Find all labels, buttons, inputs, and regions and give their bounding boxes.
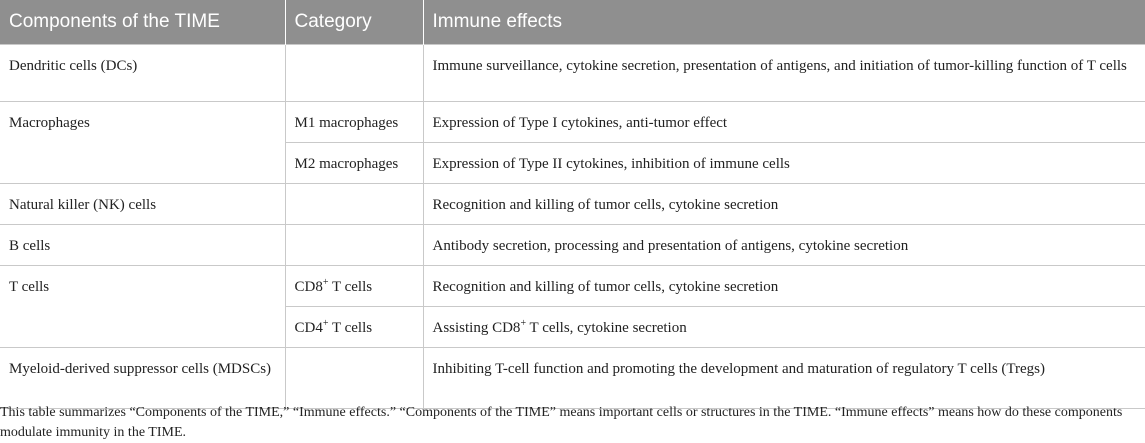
effect-cell: Immune surveillance, cytokine secretion,… bbox=[422, 44, 1145, 102]
component-cell: Macrophages bbox=[0, 101, 286, 184]
cd4-label-suffix: T cells bbox=[328, 320, 373, 336]
superscript-plus: + bbox=[322, 318, 329, 329]
category-cell: CD8+ T cells bbox=[284, 265, 424, 307]
category-cell: M2 macrophages bbox=[285, 142, 424, 184]
table-row: Dendritic cells (DCs) Immune surveillanc… bbox=[0, 44, 1145, 102]
category-cell bbox=[284, 224, 424, 266]
category-cell bbox=[284, 183, 424, 225]
effect-cell: Expression of Type II cytokines, inhibit… bbox=[422, 142, 1145, 184]
header-immune-effects: Immune effects bbox=[422, 0, 1145, 45]
category-cell: M1 macrophages bbox=[284, 101, 424, 143]
header-category: Category bbox=[284, 0, 423, 45]
effect-cell: Recognition and killing of tumor cells, … bbox=[422, 265, 1145, 307]
superscript-plus: + bbox=[520, 318, 527, 329]
category-cell bbox=[284, 347, 424, 409]
effect-cell: Antibody secretion, processing and prese… bbox=[422, 224, 1145, 266]
component-cell: T cells bbox=[0, 265, 286, 348]
component-cell: B cells bbox=[0, 224, 286, 266]
effect-prefix: Assisting CD8 bbox=[432, 320, 521, 336]
header-components: Components of the TIME bbox=[0, 0, 285, 45]
table-row: Myeloid-derived suppressor cells (MDSCs)… bbox=[0, 347, 1145, 409]
table-row: Macrophages M1 macrophages Expression of… bbox=[0, 101, 1145, 184]
component-cell: Natural killer (NK) cells bbox=[0, 183, 286, 225]
immune-components-table: Components of the TIME Category Immune e… bbox=[0, 0, 1145, 409]
category-cell: CD4+ T cells bbox=[285, 306, 424, 348]
table-row: T cells CD8+ T cells Recognition and kil… bbox=[0, 265, 1145, 348]
cd8-label: CD8 bbox=[294, 279, 323, 295]
cd4-label: CD4 bbox=[294, 320, 323, 336]
component-cell: Dendritic cells (DCs) bbox=[0, 44, 286, 102]
effect-cell: Recognition and killing of tumor cells, … bbox=[422, 183, 1145, 225]
table-header-row: Components of the TIME Category Immune e… bbox=[0, 0, 1145, 45]
effect-cell: Assisting CD8+ T cells, cytokine secreti… bbox=[422, 306, 1145, 348]
effect-cell: Inhibiting T-cell function and promoting… bbox=[422, 347, 1145, 409]
cd8-label-suffix: T cells bbox=[328, 279, 373, 295]
table-caption: This table summarizes “Components of the… bbox=[0, 405, 1123, 440]
effect-cell: Expression of Type I cytokines, anti-tum… bbox=[422, 101, 1145, 143]
category-cell bbox=[284, 44, 424, 102]
table-row: M2 macrophages Expression of Type II cyt… bbox=[0, 142, 1145, 184]
component-cell: Myeloid-derived suppressor cells (MDSCs) bbox=[0, 347, 286, 409]
table-row: B cells Antibody secretion, processing a… bbox=[0, 224, 1145, 266]
table-row: Natural killer (NK) cells Recognition an… bbox=[0, 183, 1145, 225]
superscript-plus: + bbox=[322, 277, 329, 288]
effect-suffix: T cells, cytokine secretion bbox=[526, 320, 687, 336]
